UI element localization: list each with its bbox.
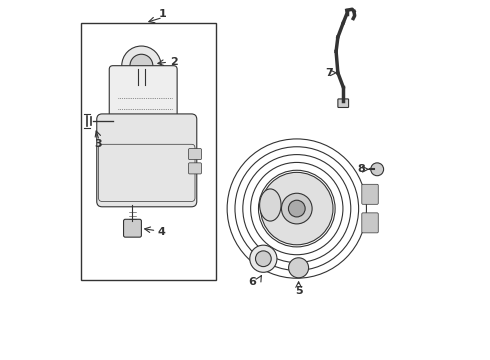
Text: 1: 1 [159,9,167,19]
Text: 8: 8 [357,164,365,174]
Ellipse shape [260,189,281,221]
Text: 5: 5 [295,286,302,296]
Text: 6: 6 [249,277,257,287]
Circle shape [289,258,309,278]
FancyBboxPatch shape [123,219,142,237]
Text: 7: 7 [325,68,333,78]
FancyBboxPatch shape [189,149,201,159]
Circle shape [250,245,277,272]
Circle shape [261,172,333,245]
Circle shape [122,46,161,85]
Text: 2: 2 [170,57,177,67]
Circle shape [255,251,271,267]
Circle shape [281,193,312,224]
FancyBboxPatch shape [338,99,348,108]
FancyBboxPatch shape [97,114,197,207]
Circle shape [130,54,153,77]
FancyBboxPatch shape [362,184,378,204]
Circle shape [289,200,305,217]
Text: 4: 4 [157,227,165,237]
FancyBboxPatch shape [362,213,378,233]
Circle shape [371,163,384,176]
FancyBboxPatch shape [109,66,177,130]
Text: 3: 3 [95,139,102,149]
FancyBboxPatch shape [189,163,201,174]
